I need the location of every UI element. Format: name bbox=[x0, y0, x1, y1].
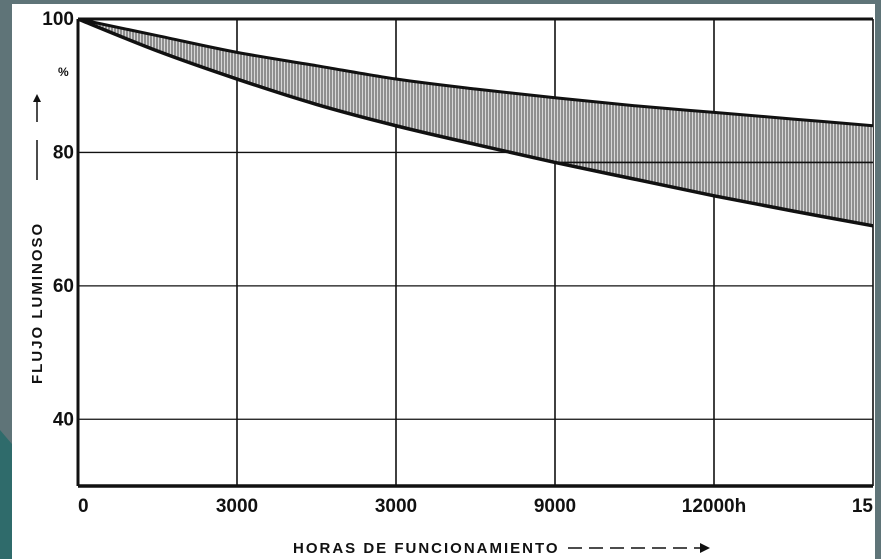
x-tick-label: 12000h bbox=[682, 496, 746, 517]
y-unit-label: % bbox=[58, 65, 69, 79]
y-axis-title-group: FLUJO LUMINOSO bbox=[29, 94, 46, 384]
x-tick-labels: 0 3000 3000 9000 12000h 15 bbox=[78, 496, 873, 517]
y-tick-label: 100 bbox=[42, 9, 74, 30]
band-area bbox=[78, 19, 873, 226]
y-tick-label: 40 bbox=[53, 409, 74, 430]
chart-paper: 40 60 80 100 0 3000 3000 9000 12000h 15 % FLUJO … bbox=[12, 4, 875, 559]
x-axis-title-group: HORAS DE FUNCIONAMIENTO bbox=[293, 540, 710, 557]
x-tick-label: 0 bbox=[78, 496, 89, 517]
y-tick-label: 80 bbox=[53, 142, 74, 163]
x-tick-label: 15 bbox=[852, 496, 874, 517]
x-axis-title: HORAS DE FUNCIONAMIENTO bbox=[293, 540, 560, 557]
x-tick-label: 3000 bbox=[375, 496, 417, 517]
series-upper-line bbox=[77, 17, 874, 128]
y-tick-labels: 40 60 80 100 bbox=[42, 9, 74, 430]
series-lower-line bbox=[77, 17, 874, 228]
y-tick-label: 60 bbox=[53, 276, 74, 297]
y-axis-arrow-icon bbox=[33, 94, 41, 102]
x-axis-arrow-icon bbox=[700, 543, 710, 553]
x-tick-label: 9000 bbox=[534, 496, 576, 517]
x-tick-label: 3000 bbox=[216, 496, 258, 517]
series-lines bbox=[77, 17, 874, 228]
y-axis-title: FLUJO LUMINOSO bbox=[29, 222, 46, 384]
chart: 40 60 80 100 0 3000 3000 9000 12000h 15 % FLUJO … bbox=[29, 9, 874, 557]
